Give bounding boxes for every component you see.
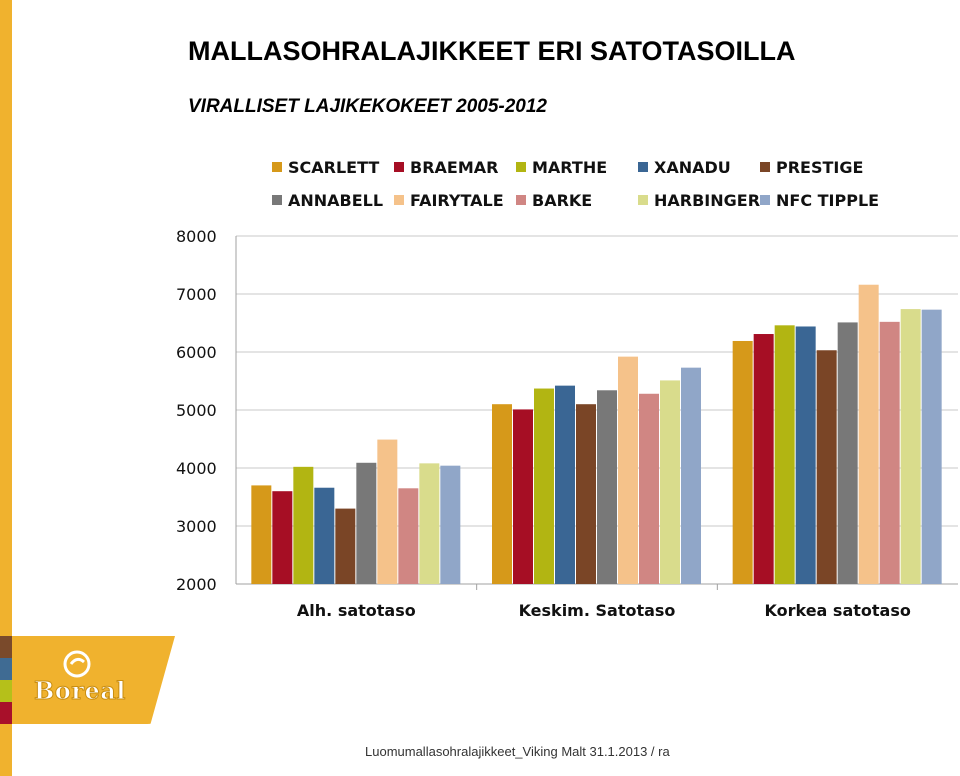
bar-barke-1 xyxy=(639,393,659,584)
boreal-logo: Boreal xyxy=(34,650,134,710)
legend-label-prestige: PRESTIGE xyxy=(776,158,863,177)
bar-xanadu-1 xyxy=(555,385,575,584)
bar-barke-2 xyxy=(879,321,900,584)
legend-label-marthe: MARTHE xyxy=(532,158,607,177)
y-tick-label-5000: 5000 xyxy=(176,401,217,420)
x-tick-label-1: Keskim. Satotaso xyxy=(519,601,676,620)
slide-footer: Luomumallasohralajikkeet_Viking Malt 31.… xyxy=(365,744,670,759)
legend-swatch-braemar xyxy=(394,162,404,172)
chart-legend: SCARLETT BRAEMAR MARTHE XANADU PRESTIGE ANNAB… xyxy=(272,158,879,210)
legend-label-xanadu: XANADU xyxy=(654,158,731,177)
bar-fairytale-0 xyxy=(377,439,398,584)
bar-scarlett-1 xyxy=(492,404,512,584)
bar-xanadu-2 xyxy=(795,326,816,584)
x-tick-label-0: Alh. satotaso xyxy=(297,601,416,620)
bar-scarlett-0 xyxy=(251,485,272,584)
bar-harbinger-1 xyxy=(660,380,680,584)
bar-fairytale-1 xyxy=(618,356,638,584)
side-tab-brown xyxy=(0,636,12,658)
legend-label-nfc-tipple: NFC TIPPLE xyxy=(776,191,879,210)
bar-marthe-2 xyxy=(774,325,795,584)
side-tab-green xyxy=(0,680,12,702)
legend-label-scarlett: SCARLETT xyxy=(288,158,379,177)
legend-swatch-xanadu xyxy=(638,162,648,172)
boreal-logo-text: Boreal xyxy=(34,676,126,706)
bar-annabell-2 xyxy=(837,322,858,584)
slide-subtitle: VIRALLISET LAJIKEKOKEET 2005-2012 xyxy=(188,96,547,117)
side-color-tabs xyxy=(0,636,12,724)
bar-marthe-1 xyxy=(534,388,554,584)
legend-label-barke: BARKE xyxy=(532,191,592,210)
legend-swatch-marthe xyxy=(516,162,526,172)
chart-axes: 2000 3000 4000 5000 6000 7000 8000 Alh. satotas… xyxy=(176,227,958,620)
bar-harbinger-0 xyxy=(419,463,440,584)
logo-panel xyxy=(0,636,175,724)
bar-braemar-0 xyxy=(272,491,293,584)
slide-title: MALLASOHRALAJIKKEET ERI SATOTASOILLA xyxy=(188,36,796,66)
legend-swatch-nfc-tipple xyxy=(760,195,770,205)
legend-swatch-harbinger xyxy=(638,195,648,205)
y-tick-label-6000: 6000 xyxy=(176,343,217,362)
bar-xanadu-0 xyxy=(314,487,335,584)
bar-annabell-0 xyxy=(356,462,377,584)
bar-nfc-tipple-1 xyxy=(681,367,701,584)
bar-nfc-tipple-0 xyxy=(440,465,461,584)
side-tab-red xyxy=(0,702,12,724)
bar-braemar-2 xyxy=(753,334,774,584)
bar-fairytale-2 xyxy=(858,284,879,584)
y-tick-label-7000: 7000 xyxy=(176,285,217,304)
y-tick-label-3000: 3000 xyxy=(176,517,217,536)
y-tick-label-2000: 2000 xyxy=(176,575,217,594)
y-tick-label-8000: 8000 xyxy=(176,227,217,246)
legend-label-fairytale: FAIRYTALE xyxy=(410,191,504,210)
chart-bars xyxy=(251,284,942,584)
bar-braemar-1 xyxy=(513,409,533,584)
legend-swatch-scarlett xyxy=(272,162,282,172)
side-tab-blue xyxy=(0,658,12,680)
legend-swatch-fairytale xyxy=(394,195,404,205)
bar-barke-0 xyxy=(398,488,419,584)
bar-harbinger-2 xyxy=(900,309,921,584)
bar-prestige-0 xyxy=(335,508,356,584)
bar-prestige-2 xyxy=(816,350,837,584)
y-tick-label-4000: 4000 xyxy=(176,459,217,478)
legend-label-annabell: ANNABELL xyxy=(288,191,383,210)
legend-swatch-prestige xyxy=(760,162,770,172)
bar-annabell-1 xyxy=(597,390,617,584)
boreal-logo-icon xyxy=(63,650,91,678)
bar-nfc-tipple-2 xyxy=(921,309,942,584)
x-tick-label-2: Korkea satotaso xyxy=(764,601,910,620)
legend-swatch-annabell xyxy=(272,195,282,205)
legend-swatch-barke xyxy=(516,195,526,205)
bar-scarlett-2 xyxy=(732,340,753,584)
legend-label-harbinger: HARBINGER xyxy=(654,191,760,210)
legend-label-braemar: BRAEMAR xyxy=(410,158,498,177)
left-accent-stripe xyxy=(0,0,12,776)
bar-marthe-0 xyxy=(293,466,314,584)
bar-prestige-1 xyxy=(576,404,596,584)
